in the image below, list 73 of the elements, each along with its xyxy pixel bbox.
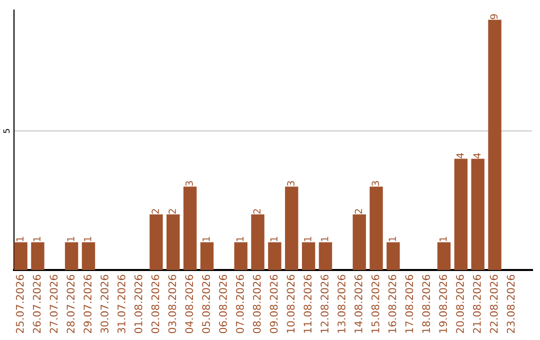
data-label: 1 xyxy=(321,236,328,242)
bar xyxy=(14,242,28,270)
data-label: 1 xyxy=(388,236,396,242)
bar xyxy=(318,242,332,270)
data-label: 1 xyxy=(16,236,24,242)
data-label: 1 xyxy=(84,236,92,242)
x-tick-label: 11.08.2026 xyxy=(304,274,312,333)
data-label: 3 xyxy=(186,181,193,186)
x-tick-label: 08.08.2026 xyxy=(252,274,261,334)
bar xyxy=(64,242,78,270)
bar xyxy=(31,242,44,270)
x-tick-label: 12.08.2026 xyxy=(320,274,328,333)
x-tick-label: 01.08.2026 xyxy=(134,274,142,334)
data-label: 1 xyxy=(67,236,74,242)
x-tick-label: 10.08.2026 xyxy=(286,274,295,333)
bar xyxy=(386,242,400,270)
bar xyxy=(352,214,366,270)
bar xyxy=(166,214,180,270)
data-label: 2 xyxy=(354,209,362,214)
bar xyxy=(251,214,264,270)
x-tick-label: 28.07.2026 xyxy=(66,274,75,334)
x-tick-label: 06.08.2026 xyxy=(219,274,227,334)
x-tick-label: 25.07.2026 xyxy=(16,274,24,334)
x-tick-label: 05.08.2026 xyxy=(202,274,210,334)
x-tick-label: 30.07.2026 xyxy=(100,274,108,334)
data-label: 1 xyxy=(440,236,447,242)
bar xyxy=(285,186,298,270)
bar xyxy=(234,242,248,270)
x-tick-label: 09.08.2026 xyxy=(270,274,278,334)
bar xyxy=(82,242,96,270)
x-tick-label: 23.08.2026 xyxy=(506,274,515,334)
data-label: 3 xyxy=(372,181,380,186)
x-tick-label: 19.08.2026 xyxy=(439,274,447,333)
data-label: 1 xyxy=(304,236,312,242)
x-tick-label: 16.08.2026 xyxy=(388,274,396,333)
bar xyxy=(183,186,197,270)
data-label: 2 xyxy=(253,209,260,214)
bar xyxy=(302,242,316,270)
x-tick-label: 17.08.2026 xyxy=(405,274,414,333)
x-tick-label: 20.08.2026 xyxy=(456,274,464,334)
data-label: 1 xyxy=(270,236,278,242)
x-tick-label: 03.08.2026 xyxy=(168,274,176,334)
bar xyxy=(150,214,163,270)
bar xyxy=(471,158,484,270)
x-tick-label: 27.07.2026 xyxy=(50,274,58,334)
x-tick-label: 29.07.2026 xyxy=(84,274,92,334)
data-label: 4 xyxy=(473,153,481,158)
data-label: 4 xyxy=(456,153,464,158)
data-label: 1 xyxy=(202,236,210,242)
x-tick-label: 02.08.2026 xyxy=(151,274,160,334)
data-label: 1 xyxy=(236,236,244,242)
data-label: 2 xyxy=(168,209,176,214)
data-label: 1 xyxy=(33,236,40,242)
x-tick-label: 26.07.2026 xyxy=(32,274,41,334)
x-tick-label: 21.08.2026 xyxy=(472,274,481,334)
y-tick-label: 5 xyxy=(3,129,10,133)
x-tick-label: 31.07.2026 xyxy=(117,274,126,334)
x-tick-label: 07.08.2026 xyxy=(236,274,244,334)
x-tick-label: 15.08.2026 xyxy=(371,274,380,333)
bar xyxy=(437,242,451,270)
x-tick-label: 04.08.2026 xyxy=(185,274,194,334)
data-label: 9 xyxy=(490,14,498,20)
bar xyxy=(370,186,383,270)
x-tick-label: 13.08.2026 xyxy=(338,274,346,333)
bar xyxy=(488,20,502,270)
x-tick-label: 14.08.2026 xyxy=(354,274,362,333)
data-label: 2 xyxy=(152,209,159,214)
bar xyxy=(200,242,214,270)
bar xyxy=(268,242,282,270)
x-tick-label: 22.08.2026 xyxy=(490,274,498,334)
data-label: 3 xyxy=(287,181,294,186)
bar xyxy=(454,158,468,270)
x-tick-label: 18.08.2026 xyxy=(422,274,430,333)
